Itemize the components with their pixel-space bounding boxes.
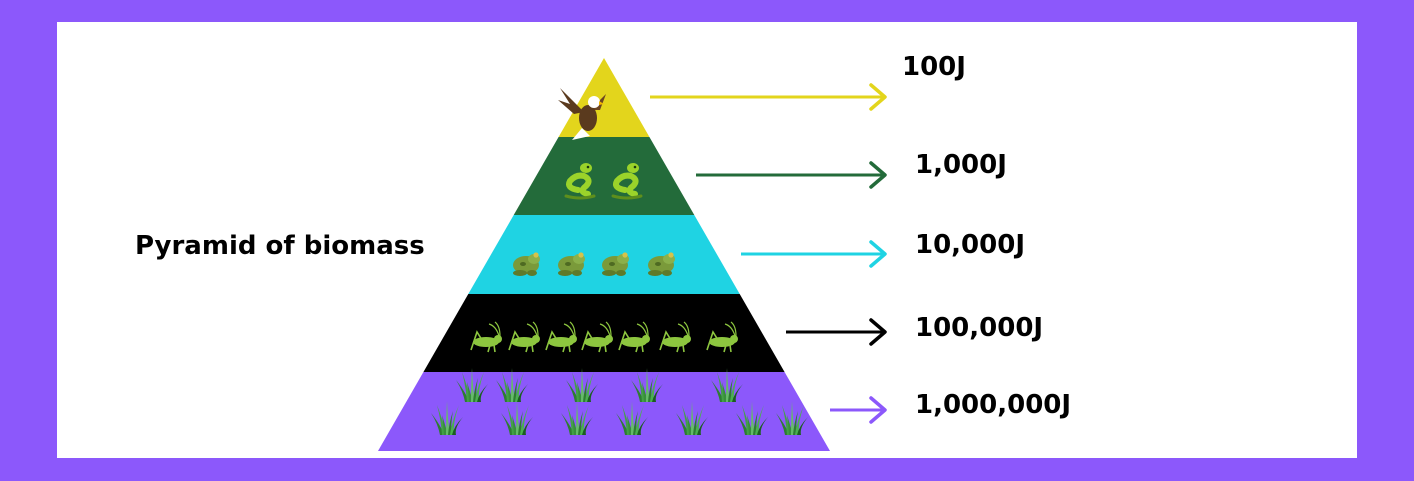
eagle-icon [558,88,606,140]
grass-icon [776,401,808,435]
grass-icon [561,401,593,435]
pyramid-tiers [378,58,830,451]
grass-icon [711,368,743,402]
energy-arrow-2 [696,161,887,189]
energy-arrows [650,83,887,424]
snake-icon [564,163,596,200]
grass-icon [616,401,648,435]
frog-icon [602,252,629,276]
grasshopper-icon [706,321,738,353]
level-1-energy-label: 100J [902,52,966,82]
energy-arrow-4 [786,318,887,346]
grasshopper-icon [618,321,650,353]
grass-icon [736,401,768,435]
pyramid-tier-4 [423,294,785,372]
grasshopper-icon [470,321,502,353]
level-5-energy-label: 1,000,000J [915,390,1072,420]
energy-arrow-3 [741,240,887,268]
level-2-energy-label: 1,000J [915,150,1007,180]
frog-icon [558,252,585,276]
grass-icon [496,368,528,402]
organism-icons [431,88,808,435]
grass-icon [501,401,533,435]
snake-icon [611,163,643,200]
level-4-energy-label: 100,000J [915,313,1044,343]
pyramid-tier-5 [378,372,830,451]
grass-icon [566,368,598,402]
level-3-energy-label: 10,000J [915,230,1026,260]
pyramid-tier-2 [513,137,695,215]
grasshopper-icon [581,321,613,353]
energy-arrow-5 [830,396,887,424]
diagram-title: Pyramid of biomass [135,231,425,261]
grass-icon [431,401,463,435]
pyramid-tier-3 [468,215,740,294]
grass-icon [676,401,708,435]
grass-icon [631,368,663,402]
grasshopper-icon [508,321,540,353]
grasshopper-icon [659,321,691,353]
frog-icon [648,252,675,276]
grasshopper-icon [545,321,577,353]
frog-icon [513,252,540,276]
energy-arrow-1 [650,83,887,111]
grass-icon [456,368,488,402]
